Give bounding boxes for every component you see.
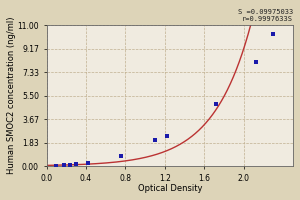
Point: [253, 60, 258, 63]
Point: [164, 134, 169, 138]
Point: [74, 163, 79, 166]
Text: S =0.09975033
r=0.9997633S: S =0.09975033 r=0.9997633S: [238, 9, 293, 22]
Point: [85, 162, 90, 165]
Point: [62, 164, 67, 167]
Point: [68, 163, 73, 167]
X-axis label: Optical Density: Optical Density: [138, 184, 202, 193]
Point: [214, 102, 219, 106]
Point: [118, 154, 123, 157]
Point: [54, 164, 59, 167]
Point: [271, 33, 276, 36]
Point: [153, 139, 158, 142]
Y-axis label: Human SMOC2 concentration (ng/ml): Human SMOC2 concentration (ng/ml): [7, 17, 16, 174]
